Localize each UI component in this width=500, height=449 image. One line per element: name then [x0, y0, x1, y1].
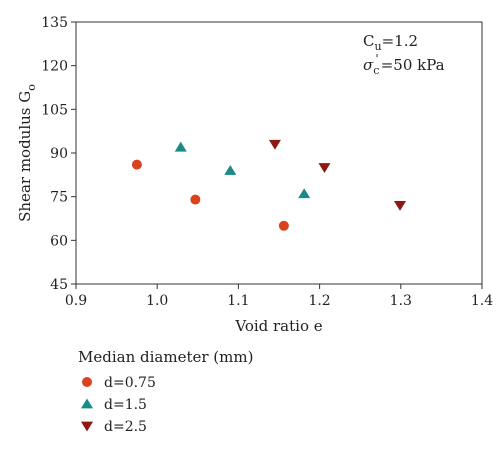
- annotation-sigma: σc' =50 kPa: [363, 52, 445, 77]
- legend-label: d=2.5: [104, 419, 147, 435]
- y-tick-label: 60: [50, 233, 68, 249]
- y-tick-label: 105: [41, 102, 68, 118]
- legend-marker: [82, 377, 92, 387]
- annotation-cu-subscript: u: [374, 40, 381, 53]
- data-point: [318, 163, 331, 174]
- axis-ticks: 0.9 1.0 1.1 1.2 1.3 1.4 45 60 75 90 105 120 135: [41, 15, 493, 309]
- annotation-cu: Cu=1.2: [363, 32, 418, 53]
- data-point: [131, 159, 142, 170]
- x-tick-label: 0.9: [65, 293, 87, 309]
- data-point: [224, 164, 237, 175]
- data-point: [190, 194, 201, 205]
- annotation-cu-value: =1.2: [382, 32, 418, 50]
- x-tick-label: 1.3: [390, 293, 412, 309]
- x-axis-title: Void ratio e: [234, 317, 322, 335]
- data-marks: [131, 139, 406, 231]
- x-tick-label: 1.2: [308, 293, 330, 309]
- y-axis-title: Shear modulus Go: [16, 84, 38, 222]
- y-axis-title-subscript: o: [25, 84, 38, 91]
- y-tick-label: 135: [41, 15, 68, 31]
- y-tick-label: 120: [41, 59, 68, 75]
- annotation-cu-symbol: C: [363, 32, 374, 50]
- data-point: [298, 188, 311, 199]
- legend: d=0.75 d=1.5 d=2.5: [81, 375, 156, 435]
- legend-label: d=0.75: [104, 375, 156, 391]
- x-tick-label: 1.0: [146, 293, 168, 309]
- y-tick-label: 90: [50, 146, 68, 162]
- annotation-sigma-prime: ': [375, 52, 378, 66]
- x-tick-label: 1.1: [227, 293, 249, 309]
- y-axis-title-main: Shear modulus G: [16, 91, 34, 222]
- legend-marker: [81, 398, 93, 409]
- annotation-sigma-value: =50 kPa: [381, 56, 445, 74]
- annotation-sigma-symbol: σ: [363, 56, 374, 74]
- data-point: [268, 139, 281, 150]
- y-tick-label: 75: [50, 190, 68, 206]
- legend-label: d=1.5: [104, 397, 147, 413]
- legend-title: Median diameter (mm): [78, 348, 253, 366]
- y-tick-label: 45: [50, 277, 68, 293]
- x-tick-label: 1.4: [471, 293, 493, 309]
- data-point: [393, 201, 406, 211]
- annotation-sigma-subscript: c: [373, 64, 379, 77]
- data-point: [278, 220, 289, 231]
- data-point: [174, 141, 187, 152]
- legend-marker: [81, 421, 93, 432]
